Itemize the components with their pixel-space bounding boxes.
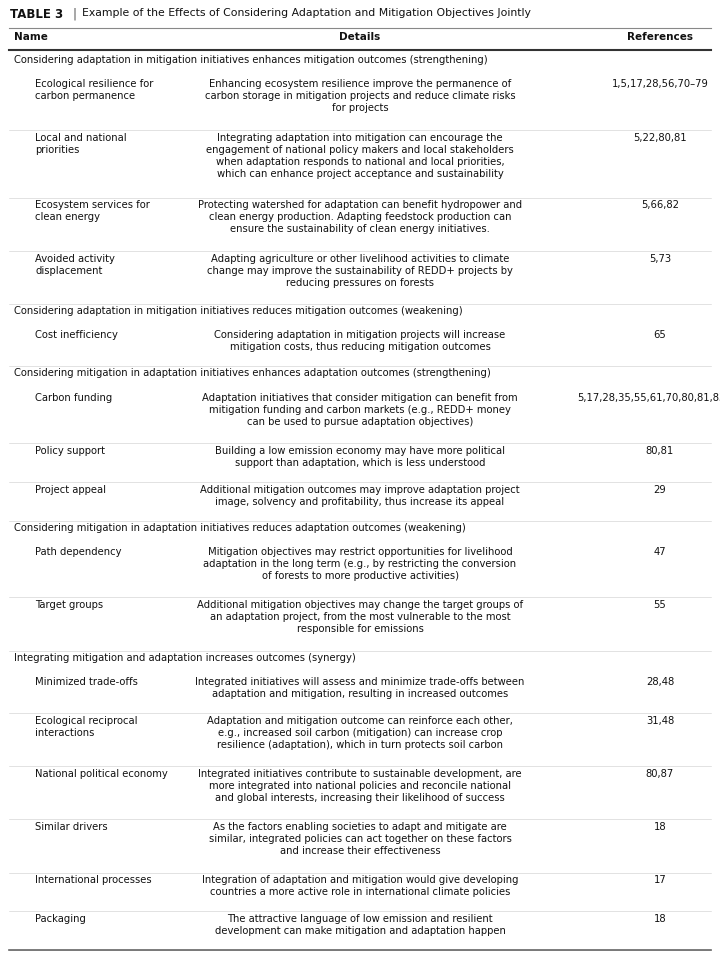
Text: 47: 47 <box>654 547 666 557</box>
Text: 5,17,28,35,55,61,70,80,81,83–86: 5,17,28,35,55,61,70,80,81,83–86 <box>577 393 720 403</box>
Text: Considering adaptation in mitigation projects will increase
mitigation costs, th: Considering adaptation in mitigation pro… <box>215 331 505 353</box>
Text: Minimized trade-offs: Minimized trade-offs <box>35 677 138 687</box>
Text: Avoided activity
displacement: Avoided activity displacement <box>35 254 115 275</box>
Text: 17: 17 <box>654 876 667 885</box>
Text: Cost inefficiency: Cost inefficiency <box>35 331 118 340</box>
Text: 31,48: 31,48 <box>646 715 674 726</box>
Text: Project appeal: Project appeal <box>35 484 106 495</box>
Text: 5,22,80,81: 5,22,80,81 <box>633 132 687 143</box>
Text: Details: Details <box>339 32 381 42</box>
Text: The attractive language of low emission and resilient
development can make mitig: The attractive language of low emission … <box>215 914 505 936</box>
Text: Additional mitigation objectives may change the target groups of
an adaptation p: Additional mitigation objectives may cha… <box>197 600 523 634</box>
Text: Integrated initiatives contribute to sustainable development, are
more integrate: Integrated initiatives contribute to sus… <box>198 769 522 803</box>
Text: Integrating mitigation and adaptation increases outcomes (synergy): Integrating mitigation and adaptation in… <box>14 652 356 663</box>
Text: Enhancing ecosystem resilience improve the permanence of
carbon storage in mitig: Enhancing ecosystem resilience improve t… <box>204 80 516 113</box>
Text: Integration of adaptation and mitigation would give developing
countries a more : Integration of adaptation and mitigation… <box>202 876 518 898</box>
Text: National political economy: National political economy <box>35 769 168 779</box>
Text: Carbon funding: Carbon funding <box>35 393 112 403</box>
Text: Name: Name <box>14 32 48 42</box>
Text: Packaging: Packaging <box>35 914 86 924</box>
Text: Considering adaptation in mitigation initiatives reduces mitigation outcomes (we: Considering adaptation in mitigation ini… <box>14 306 463 316</box>
Text: Ecosystem services for
clean energy: Ecosystem services for clean energy <box>35 200 150 222</box>
Text: Policy support: Policy support <box>35 446 105 456</box>
Text: International processes: International processes <box>35 876 152 885</box>
Text: 80,87: 80,87 <box>646 769 674 779</box>
Text: Adaptation and mitigation outcome can reinforce each other,
e.g., increased soil: Adaptation and mitigation outcome can re… <box>207 715 513 750</box>
Text: Protecting watershed for adaptation can benefit hydropower and
clean energy prod: Protecting watershed for adaptation can … <box>198 200 522 234</box>
Text: Ecological reciprocal
interactions: Ecological reciprocal interactions <box>35 715 138 737</box>
Text: 65: 65 <box>654 331 667 340</box>
Text: Integrating adaptation into mitigation can encourage the
engagement of national : Integrating adaptation into mitigation c… <box>206 132 514 178</box>
Text: Mitigation objectives may restrict opportunities for livelihood
adaptation in th: Mitigation objectives may restrict oppor… <box>204 547 516 581</box>
Text: Considering mitigation in adaptation initiatives reduces adaptation outcomes (we: Considering mitigation in adaptation ini… <box>14 523 466 532</box>
Text: 18: 18 <box>654 914 666 924</box>
Text: |: | <box>73 8 77 21</box>
Text: 18: 18 <box>654 822 666 832</box>
Text: Target groups: Target groups <box>35 600 103 610</box>
Text: Ecological resilience for
carbon permanence: Ecological resilience for carbon permane… <box>35 80 153 102</box>
Text: TABLE 3: TABLE 3 <box>10 8 63 21</box>
Text: 80,81: 80,81 <box>646 446 674 456</box>
Text: Adaptation initiatives that consider mitigation can benefit from
mitigation fund: Adaptation initiatives that consider mit… <box>202 393 518 427</box>
Text: Path dependency: Path dependency <box>35 547 122 557</box>
Text: Considering mitigation in adaptation initiatives enhances adaptation outcomes (s: Considering mitigation in adaptation ini… <box>14 368 491 378</box>
Text: Building a low emission economy may have more political
support than adaptation,: Building a low emission economy may have… <box>215 446 505 468</box>
Text: Local and national
priorities: Local and national priorities <box>35 132 127 154</box>
Text: 1,5,17,28,56,70–79: 1,5,17,28,56,70–79 <box>611 80 708 89</box>
Text: 28,48: 28,48 <box>646 677 674 687</box>
Text: 55: 55 <box>654 600 667 610</box>
Text: Example of the Effects of Considering Adaptation and Mitigation Objectives Joint: Example of the Effects of Considering Ad… <box>82 8 531 18</box>
Text: Additional mitigation outcomes may improve adaptation project
image, solvency an: Additional mitigation outcomes may impro… <box>200 484 520 506</box>
Text: Integrated initiatives will assess and minimize trade-offs between
adaptation an: Integrated initiatives will assess and m… <box>195 677 525 699</box>
Text: 5,73: 5,73 <box>649 254 671 264</box>
Text: Considering adaptation in mitigation initiatives enhances mitigation outcomes (s: Considering adaptation in mitigation ini… <box>14 55 487 65</box>
Text: Adapting agriculture or other livelihood activities to climate
change may improv: Adapting agriculture or other livelihood… <box>207 254 513 288</box>
Text: 29: 29 <box>654 484 667 495</box>
Text: 5,66,82: 5,66,82 <box>641 200 679 210</box>
Text: Similar drivers: Similar drivers <box>35 822 107 832</box>
Text: References: References <box>627 32 693 42</box>
Text: As the factors enabling societies to adapt and mitigate are
similar, integrated : As the factors enabling societies to ada… <box>209 822 511 856</box>
